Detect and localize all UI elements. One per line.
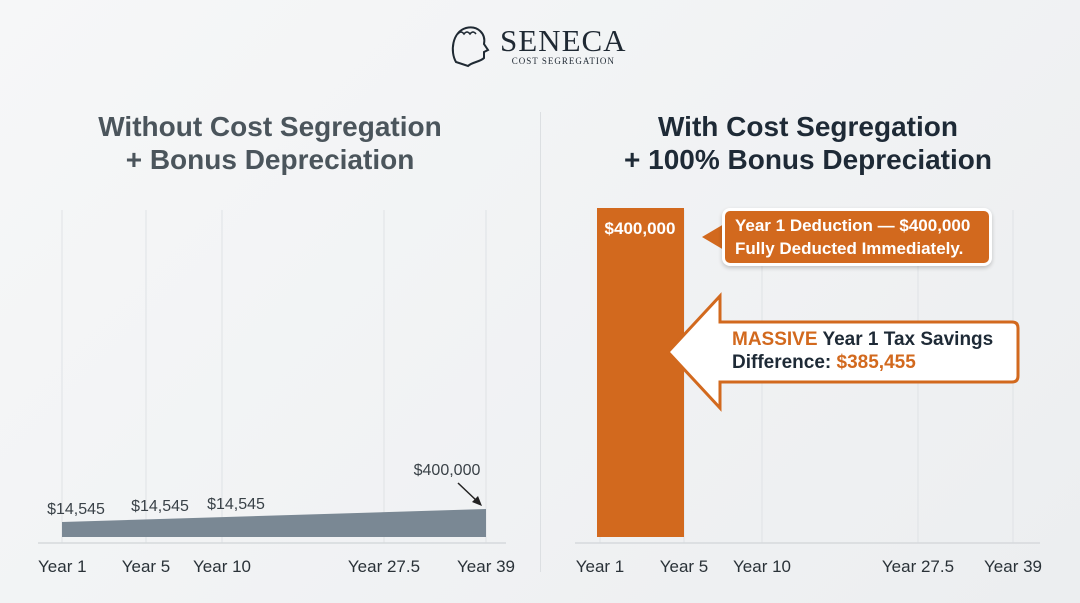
logo-tagline: COST SEGREGATION — [511, 56, 615, 66]
x-tick-label: Year 10 — [193, 557, 251, 576]
depreciation-area — [62, 509, 486, 537]
savings-text: Year 1 Tax Savings — [817, 329, 994, 350]
annotation-label: $14,545 — [131, 498, 189, 515]
savings-callout: MASSIVE Year 1 Tax Savings Difference: $… — [722, 320, 1018, 382]
x-tick-label: Year 27.5 — [882, 557, 954, 576]
annotation-label: $400,000 — [414, 462, 481, 479]
savings-arrow-icon — [665, 292, 1020, 412]
arrow-head — [472, 496, 482, 506]
right-title-line1: With Cost Segregation — [658, 111, 958, 142]
year1-bar — [597, 208, 684, 537]
annotation-label: $14,545 — [47, 501, 105, 518]
left-title-line2: + Bonus Depreciation — [125, 144, 415, 175]
x-tick-label: Year 27.5 — [348, 557, 420, 576]
deduction-callout: Year 1 Deduction — $400,000 Fully Deduct… — [722, 208, 992, 266]
x-tick-label: Year 39 — [984, 557, 1042, 576]
logo: SENECA COST SEGREGATION — [446, 22, 627, 70]
seneca-bust-icon — [451, 26, 490, 68]
divider — [540, 112, 541, 572]
right-title: With Cost Segregation + 100% Bonus Depre… — [558, 110, 1058, 176]
left-title-line1: Without Cost Segregation — [98, 111, 442, 142]
deduction-line2: Fully Deducted Immediately. — [735, 239, 964, 258]
left-title: Without Cost Segregation + Bonus Depreci… — [20, 110, 520, 176]
x-tick-label: Year 1 — [576, 557, 625, 576]
diff-value: $385,455 — [836, 352, 916, 373]
bar-label: $400,000 — [605, 219, 676, 238]
diff-label: Difference: — [732, 352, 837, 373]
logo-name: SENECA — [500, 23, 627, 58]
x-tick-label: Year 1 — [38, 557, 87, 576]
right-title-line2: + 100% Bonus Depreciation — [623, 144, 992, 175]
savings-highlight: MASSIVE — [732, 329, 818, 350]
x-tick-label: Year 39 — [457, 557, 515, 576]
deduction-line1: Year 1 Deduction — $400,000 — [735, 216, 971, 235]
x-tick-label: Year 5 — [122, 557, 171, 576]
callout-pointer — [702, 224, 724, 250]
arrow-line — [457, 482, 479, 503]
x-tick-label: Year 10 — [733, 557, 791, 576]
x-tick-label: Year 5 — [660, 557, 709, 576]
annotation-label: $14,545 — [207, 496, 265, 513]
